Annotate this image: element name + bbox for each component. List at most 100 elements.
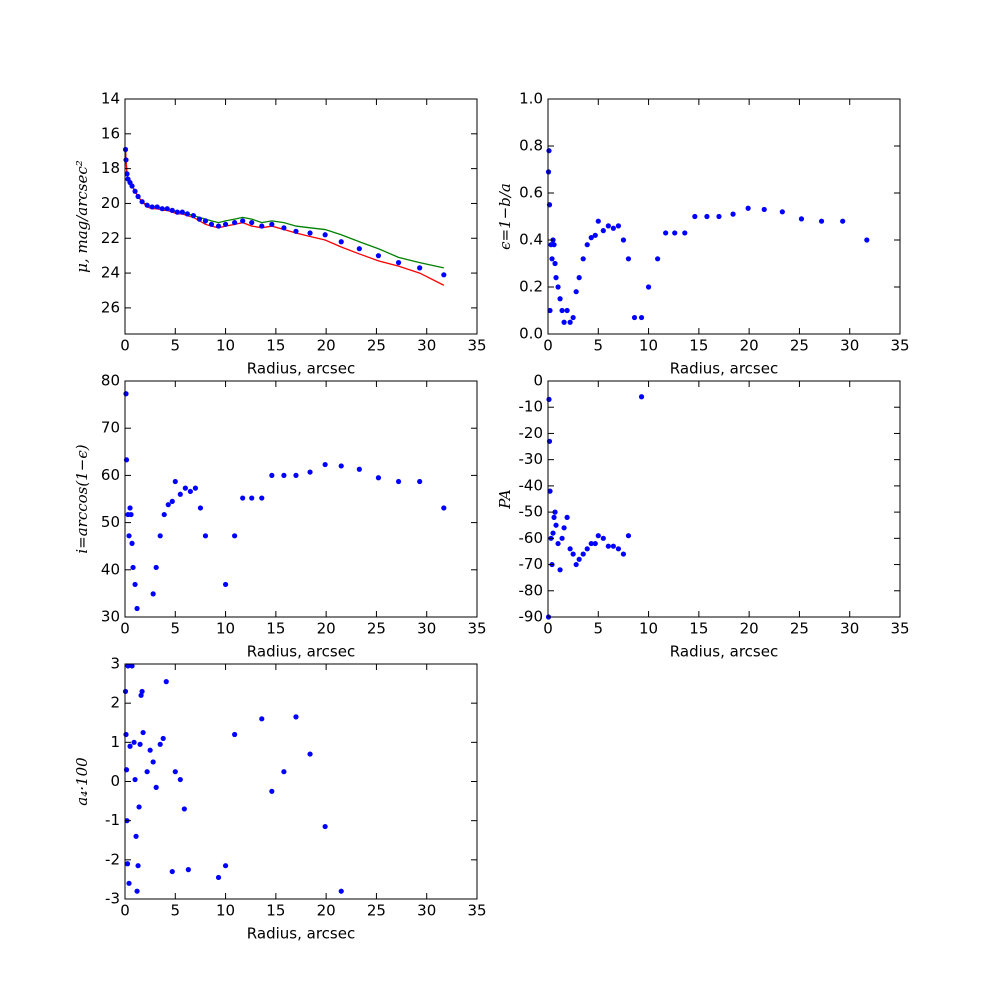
point xyxy=(177,776,183,783)
y-tick-label: -80 xyxy=(519,581,544,599)
y-tick-label: 40 xyxy=(101,560,120,578)
y-tick-label: 0.0 xyxy=(519,325,543,343)
y-tick-label: 60 xyxy=(101,466,120,484)
point xyxy=(281,769,287,775)
point xyxy=(129,663,135,669)
point xyxy=(144,202,150,208)
y-tick-label: 0 xyxy=(110,772,120,790)
point xyxy=(561,319,567,325)
point xyxy=(134,888,140,894)
plot-area xyxy=(125,664,477,899)
point xyxy=(137,741,143,747)
point xyxy=(561,525,567,531)
point xyxy=(395,478,402,485)
point xyxy=(185,867,191,873)
subplot: 0 5 10 15 20 25 30 35 0.0 0.2 0.4 0.6 0.8 1.0 Radius, … xyxy=(496,90,910,378)
point xyxy=(307,469,313,475)
point xyxy=(573,561,579,568)
point xyxy=(672,230,678,236)
x-tick-label: 5 xyxy=(594,337,604,355)
point xyxy=(150,591,156,597)
x-tick-label: 30 xyxy=(417,902,436,920)
x-tick-label: 10 xyxy=(216,620,235,638)
y-tick-label: 1 xyxy=(110,733,120,751)
point xyxy=(144,769,150,775)
y-tick-label: -60 xyxy=(519,529,544,547)
plot-area xyxy=(548,99,900,334)
point xyxy=(615,546,622,552)
point xyxy=(123,157,129,163)
point xyxy=(132,581,138,588)
point xyxy=(259,223,265,229)
point xyxy=(567,319,573,325)
point xyxy=(130,564,136,571)
y-tick-label: 0.2 xyxy=(519,278,543,296)
point xyxy=(625,533,632,539)
subplot: 0 5 10 15 20 25 30 35 -90 -80 -70 -60 -50 -40 -30 -20 -1… xyxy=(496,372,910,661)
point xyxy=(123,391,129,397)
point xyxy=(610,543,616,549)
x-tick-label: 20 xyxy=(317,337,336,355)
point xyxy=(322,823,328,830)
point xyxy=(356,466,362,472)
x-axis-label: Radius, arcsec xyxy=(670,643,778,661)
x-tick-label: 20 xyxy=(317,902,336,920)
y-tick-label: 80 xyxy=(101,372,120,390)
point xyxy=(663,230,669,236)
x-tick-label: 25 xyxy=(790,620,809,638)
x-tick-label: 35 xyxy=(467,337,486,355)
y-tick-label: -1 xyxy=(105,811,120,829)
point xyxy=(615,223,622,229)
point xyxy=(546,396,552,402)
x-tick-label: 25 xyxy=(367,337,386,355)
point xyxy=(202,533,209,539)
point xyxy=(222,221,229,227)
point xyxy=(149,204,155,210)
point xyxy=(592,540,598,547)
y-tick-label: -20 xyxy=(519,424,544,442)
x-tick-label: 15 xyxy=(266,902,285,920)
point xyxy=(184,211,190,217)
point xyxy=(131,739,137,745)
point xyxy=(840,218,846,224)
y-tick-label: 0 xyxy=(533,372,543,390)
point xyxy=(281,225,287,231)
point xyxy=(584,242,590,248)
point xyxy=(584,546,590,552)
x-tick-label: 0 xyxy=(543,620,553,638)
axes-frame xyxy=(124,380,478,618)
point xyxy=(215,874,222,881)
y-tick-label: -40 xyxy=(519,476,544,494)
point xyxy=(576,556,582,562)
plot-area xyxy=(125,381,477,617)
point xyxy=(169,498,175,504)
point xyxy=(600,228,606,234)
point xyxy=(322,461,328,468)
x-tick-label: 20 xyxy=(740,337,759,355)
point xyxy=(160,735,166,742)
y-tick-label: 0.6 xyxy=(519,184,543,202)
point xyxy=(552,509,558,515)
point xyxy=(588,540,594,547)
point xyxy=(240,495,246,501)
point xyxy=(682,230,688,236)
y-tick-label: 0.4 xyxy=(519,231,543,249)
point xyxy=(580,256,586,262)
x-tick-label: 35 xyxy=(890,337,909,355)
point xyxy=(338,463,344,469)
point xyxy=(125,663,131,669)
point xyxy=(553,522,559,528)
point xyxy=(177,491,183,497)
x-tick-label: 30 xyxy=(840,337,859,355)
x-tick-label: 30 xyxy=(417,620,436,638)
point xyxy=(553,275,559,281)
y-axis-label: a₄·100 xyxy=(73,757,91,806)
point xyxy=(157,533,163,539)
y-tick-label: 1.0 xyxy=(519,90,543,108)
point xyxy=(547,307,553,314)
point xyxy=(592,232,598,238)
point xyxy=(161,511,167,518)
x-tick-label: 10 xyxy=(216,337,235,355)
point xyxy=(322,232,328,238)
point xyxy=(222,581,229,588)
